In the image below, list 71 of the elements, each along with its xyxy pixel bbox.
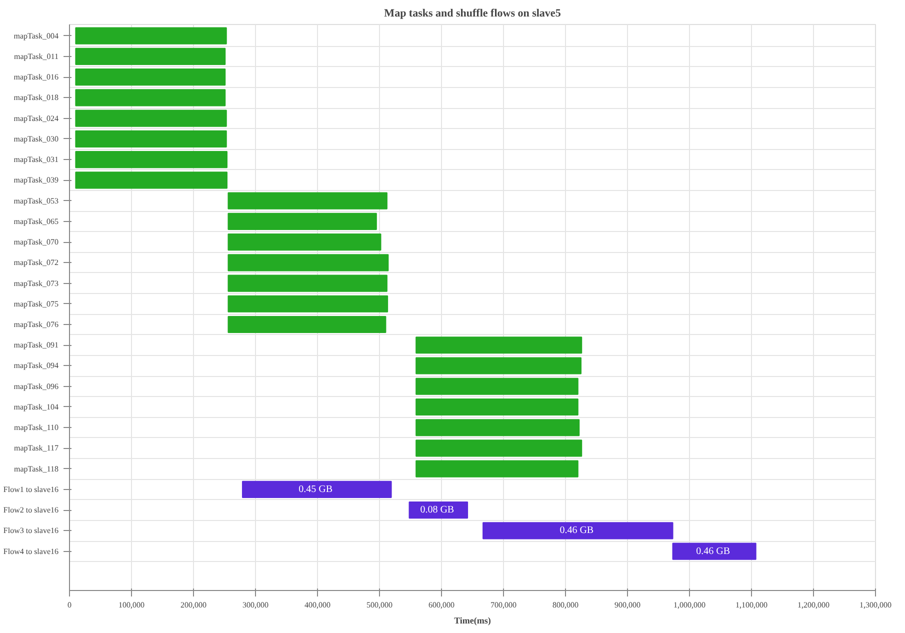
bar: [228, 254, 389, 272]
y-tick-label: mapTask_024: [14, 114, 58, 123]
y-tick-label: mapTask_004: [14, 31, 58, 40]
y-tick-label: mapTask_117: [14, 444, 58, 453]
y-tick-label: mapTask_104: [14, 402, 58, 412]
y-tick-label: Flow2 to slave16: [3, 506, 58, 515]
bar: [75, 48, 226, 65]
chart-title: Map tasks and shuffle flows on slave5: [384, 8, 562, 20]
y-tick-label: mapTask_096: [14, 382, 58, 391]
x-tick-label: 800,000: [552, 600, 578, 610]
x-tick-label: 600,000: [428, 600, 454, 610]
y-tick-label: Flow3 to slave16: [3, 526, 58, 536]
bar: [482, 522, 674, 540]
bar: [75, 110, 227, 127]
y-tick-label: mapTask_065: [14, 216, 58, 226]
y-tick-label: mapTask_076: [14, 320, 58, 330]
bar: [228, 233, 382, 251]
y-tick-label: Flow1 to slave16: [3, 484, 58, 494]
x-tick-label: 200,000: [180, 600, 206, 610]
y-tick-label: mapTask_091: [14, 340, 58, 350]
y-tick-label: mapTask_053: [14, 196, 58, 206]
bar: [228, 274, 388, 292]
bar: [416, 336, 582, 354]
y-tick-label: mapTask_070: [14, 238, 58, 247]
annotation: 0.45 GB: [298, 484, 333, 495]
x-tick-label: 0: [68, 600, 72, 610]
bar: [228, 316, 386, 334]
y-tick-label: mapTask_110: [14, 423, 58, 432]
y-tick-label: mapTask_072: [14, 258, 58, 268]
x-tick-label: 500,000: [366, 600, 392, 610]
bar: [242, 480, 392, 498]
bar: [228, 212, 377, 230]
bar: [228, 192, 388, 210]
annotation: 0.46 GB: [560, 525, 594, 536]
x-tick-label: 1,200,000: [798, 600, 830, 610]
annotation: 0.08 GB: [420, 504, 454, 516]
bar: [416, 357, 582, 374]
x-tick-label: 1,000,000: [674, 600, 706, 610]
x-axis-title: Time(ms): [454, 616, 491, 626]
bar: [75, 130, 227, 148]
bar: [416, 440, 582, 457]
x-tick-label: 900,000: [614, 600, 640, 610]
y-tick-label: mapTask_031: [14, 155, 58, 164]
bar: [416, 398, 578, 416]
y-tick-label: mapTask_018: [14, 93, 58, 102]
x-tick-label: 700,000: [490, 600, 516, 610]
x-tick-label: 1,100,000: [736, 600, 768, 610]
y-tick-label: mapTask_011: [14, 52, 58, 61]
y-tick-label: mapTask_073: [14, 278, 58, 288]
bar: [75, 172, 228, 189]
bar: [75, 27, 227, 44]
bar: [75, 68, 226, 86]
bar: [228, 295, 388, 312]
bar: [75, 89, 226, 106]
y-tick-label: mapTask_118: [14, 464, 58, 474]
x-tick-label: 1,300,000: [860, 600, 892, 610]
x-tick-label: 300,000: [242, 600, 268, 610]
bar: [416, 378, 578, 395]
annotation: 0.46 GB: [696, 546, 730, 557]
y-tick-label: mapTask_016: [14, 72, 58, 82]
y-tick-label: mapTask_094: [14, 361, 58, 370]
y-tick-label: mapTask_039: [14, 176, 58, 185]
y-tick-label: mapTask_075: [14, 299, 58, 308]
bar: [672, 542, 756, 560]
bar: [416, 460, 578, 478]
x-tick-label: 400,000: [304, 600, 330, 610]
bar: [75, 151, 228, 168]
x-tick-label: 100,000: [118, 600, 144, 610]
bar: [416, 419, 580, 436]
y-tick-label: Flow4 to slave16: [3, 546, 58, 556]
y-tick-label: mapTask_030: [14, 134, 58, 144]
